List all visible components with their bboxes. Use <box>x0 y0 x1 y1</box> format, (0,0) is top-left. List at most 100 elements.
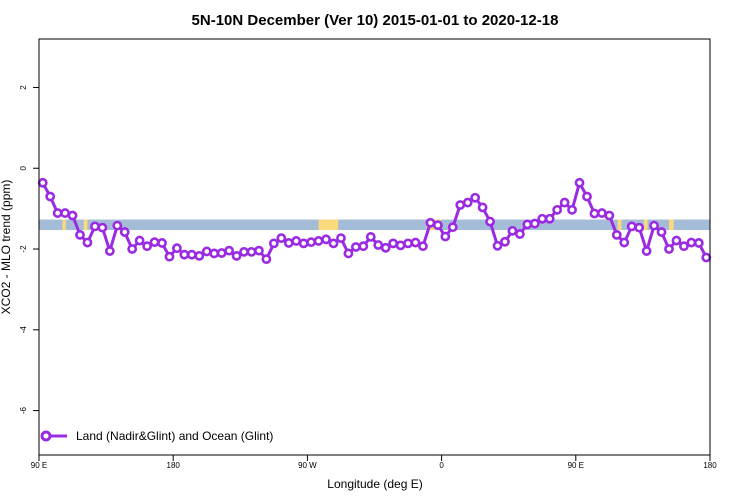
x-axis-label: Longitude (deg E) <box>327 477 422 491</box>
data-point <box>306 237 317 248</box>
data-point <box>157 238 167 248</box>
data-point <box>149 237 160 248</box>
legend: Land (Nadir&Glint) and Ocean (Glint) <box>40 429 273 443</box>
data-point <box>664 244 674 254</box>
data-point <box>246 246 257 257</box>
data-point <box>336 233 346 244</box>
data-point <box>254 245 264 256</box>
data-point <box>291 236 302 246</box>
data-point <box>209 248 220 259</box>
data-point <box>97 222 108 233</box>
data-point <box>261 254 272 265</box>
data-point <box>403 238 413 249</box>
data-point <box>514 229 525 239</box>
data-point <box>298 238 309 249</box>
data-point <box>537 213 548 224</box>
data-point <box>410 237 421 248</box>
data-point <box>671 235 682 246</box>
land-segment <box>617 219 622 231</box>
data-point <box>641 246 652 256</box>
data-point <box>544 213 555 224</box>
data-point <box>477 202 488 213</box>
data-point <box>522 219 533 230</box>
data-point <box>90 221 100 232</box>
x-tick-label: 180 <box>703 461 717 470</box>
data-point <box>507 225 518 236</box>
legend-label: Land (Nadir&Glint) and Ocean (Glint) <box>76 429 273 443</box>
data-point <box>462 197 473 208</box>
data-point <box>425 217 436 228</box>
data-point <box>328 238 339 249</box>
data-point <box>231 250 242 261</box>
data-point <box>470 192 481 203</box>
data-point <box>589 208 600 219</box>
data-point <box>179 249 190 260</box>
x-tick-label: 90 E <box>31 461 47 470</box>
x-axis: 90 E 180 90 W 0 90 E 180 <box>31 455 717 470</box>
y-axis: 2 0 -2 -4 -6 <box>19 85 39 414</box>
data-point <box>388 238 399 249</box>
chart-title: 5N-10N December (Ver 10) 2015-01-01 to 2… <box>192 12 559 29</box>
data-point <box>626 221 637 232</box>
data-point <box>82 237 93 248</box>
data-point <box>112 220 123 231</box>
land-segment <box>643 219 648 231</box>
data-point <box>37 177 48 188</box>
data-point <box>186 249 197 260</box>
data-point <box>119 227 130 237</box>
data-point <box>582 191 592 202</box>
data-point <box>634 222 645 233</box>
x-tick-label: 90 E <box>568 461 584 470</box>
data-point <box>395 240 406 251</box>
y-tick-label: 0 <box>19 165 28 170</box>
data-point <box>343 248 354 259</box>
y-tick-label: 2 <box>19 85 28 90</box>
data-point <box>418 241 428 252</box>
data-point <box>529 218 540 229</box>
data-point <box>365 232 376 242</box>
legend-marker <box>40 430 52 442</box>
data-point <box>350 242 361 252</box>
land-segment <box>668 219 674 231</box>
x-tick-label: 180 <box>167 461 181 470</box>
data-point <box>216 248 227 258</box>
data-point <box>492 240 503 251</box>
data-point <box>239 246 249 257</box>
land-segment <box>83 219 88 231</box>
data-point <box>201 246 212 257</box>
data-point <box>45 191 56 202</box>
land-segment <box>318 219 339 231</box>
data-point <box>693 238 704 248</box>
data-point <box>552 204 563 215</box>
y-tick-label: -2 <box>19 245 28 253</box>
data-point <box>283 238 294 248</box>
data-point <box>104 246 115 256</box>
data-point <box>134 235 145 246</box>
data-point <box>276 233 287 244</box>
data-point <box>649 220 659 231</box>
data-point <box>67 210 78 221</box>
data-point <box>611 229 622 240</box>
data-point <box>142 241 153 252</box>
land-segment <box>62 219 66 231</box>
data-point <box>447 222 458 233</box>
data-point <box>380 242 391 253</box>
data-point <box>172 243 182 254</box>
data-point <box>567 204 577 215</box>
data-point <box>485 216 495 227</box>
ocean-band <box>39 219 710 231</box>
data-point <box>268 238 279 249</box>
data-point <box>224 245 235 256</box>
data-point <box>194 250 205 261</box>
y-axis-label: XCO2 - MLO trend (ppm) <box>0 180 13 315</box>
data-point <box>686 237 697 248</box>
y-tick-label: -4 <box>19 326 28 334</box>
y-tick-label: -6 <box>19 406 28 414</box>
data-point <box>559 197 570 208</box>
data-point <box>679 241 689 252</box>
data-point <box>500 236 510 247</box>
data-point <box>574 177 585 188</box>
data-point <box>52 208 63 218</box>
data-point <box>373 240 384 250</box>
